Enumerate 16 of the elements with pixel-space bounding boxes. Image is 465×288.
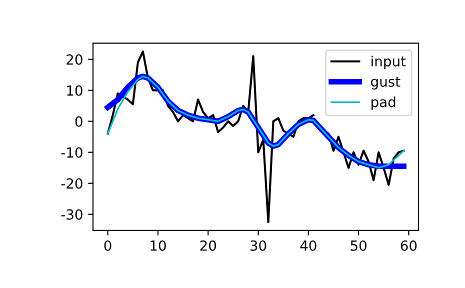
legend-label: pad — [372, 96, 396, 110]
x-tick-label: 40 — [300, 240, 316, 251]
x-tick-label: 30 — [250, 240, 266, 251]
y-tick-label: -10 — [61, 147, 82, 158]
legend-label: input — [372, 56, 406, 70]
y-tick-label: -20 — [61, 178, 82, 189]
x-tick-label: 60 — [400, 240, 417, 251]
x-tick-label: 50 — [350, 240, 366, 251]
y-tick-label: -30 — [61, 209, 82, 220]
x-tick-label: 20 — [200, 240, 216, 251]
y-tick-label: 20 — [66, 54, 82, 65]
legend-label: gust — [371, 76, 400, 90]
y-tick-label: 0 — [75, 116, 82, 127]
x-tick-label: 10 — [150, 240, 166, 251]
x-tick-label: 0 — [104, 240, 112, 251]
y-tick-label: 10 — [67, 85, 82, 96]
